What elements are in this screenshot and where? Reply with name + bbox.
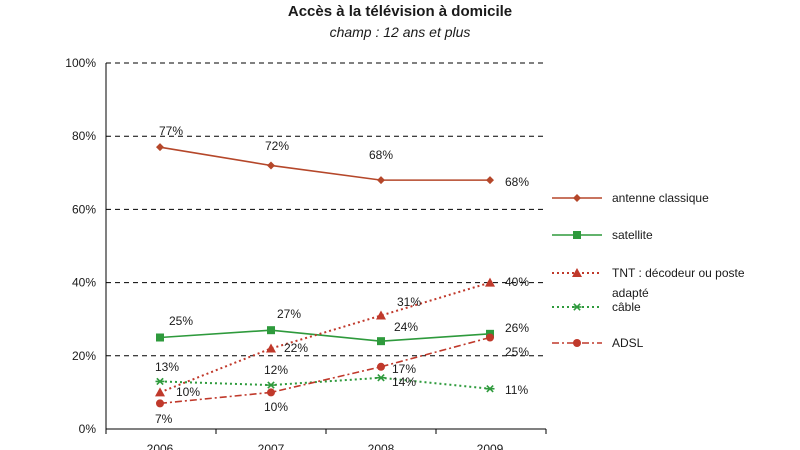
chart-title: Accès à la télévision à domicile [287, 3, 513, 20]
data-label: 7% [155, 412, 173, 426]
data-point [377, 176, 385, 185]
data-label: 26% [505, 321, 529, 335]
y-tick-label: 100% [65, 56, 96, 70]
data-label: 72% [265, 139, 289, 153]
data-point [156, 377, 164, 386]
data-label: 13% [155, 360, 179, 374]
series-line [159, 146, 490, 181]
y-tick-label: 0% [79, 422, 97, 436]
y-tick-label: 40% [72, 276, 96, 290]
data-label: 17% [392, 362, 416, 376]
data-point [573, 231, 581, 239]
data-point [377, 374, 385, 382]
data-point [486, 176, 494, 185]
data-point [485, 277, 495, 287]
data-label: 27% [277, 307, 301, 321]
data-label: 22% [284, 341, 308, 355]
data-point [156, 399, 164, 408]
data-label: 31% [397, 295, 421, 309]
series-line [159, 336, 491, 405]
data-point [155, 387, 165, 397]
x-tick-label: 2007 [258, 442, 285, 450]
legend-label: antenne classique [612, 191, 709, 205]
data-label: 25% [169, 314, 193, 328]
y-tick-label: 60% [72, 202, 96, 216]
legend-label: ADSL [612, 336, 644, 350]
data-point [572, 268, 582, 277]
y-tick-label: 20% [72, 349, 96, 363]
series-line [159, 329, 491, 342]
data-point [267, 161, 275, 170]
data-label: 24% [394, 320, 418, 334]
series-line [159, 281, 491, 394]
data-label: 11% [505, 383, 528, 397]
data-point [267, 388, 275, 397]
data-label: 68% [505, 175, 529, 189]
data-point [266, 343, 276, 353]
legend-label: TNT : décodeur ou poste adapté [612, 266, 745, 300]
x-tick-label: 2008 [368, 442, 395, 450]
y-tick-label: 80% [72, 129, 96, 143]
data-label: 25% [505, 345, 529, 359]
data-point [573, 339, 581, 347]
data-point [267, 326, 275, 335]
data-point [573, 303, 581, 311]
data-point [377, 337, 385, 346]
data-point [377, 362, 385, 371]
series-line [159, 376, 491, 390]
data-point [376, 310, 386, 320]
legend-label: câble [612, 300, 641, 314]
chart-subtitle: champ : 12 ans et plus [329, 24, 471, 40]
data-label: 10% [176, 385, 200, 399]
x-tick-label: 2006 [147, 442, 174, 450]
data-point [156, 333, 164, 342]
data-point [573, 194, 581, 202]
data-label: 40% [505, 275, 529, 289]
legend-label: satellite [612, 228, 653, 242]
data-label: 12% [264, 363, 288, 377]
data-label: 68% [369, 148, 393, 162]
data-point [486, 385, 494, 393]
data-label: 10% [264, 400, 288, 414]
x-tick-label: 2009 [477, 442, 504, 450]
data-point [486, 333, 494, 342]
data-label: 77% [159, 124, 183, 138]
data-label: 14% [392, 375, 416, 389]
data-point [267, 381, 275, 389]
data-point [156, 143, 164, 152]
